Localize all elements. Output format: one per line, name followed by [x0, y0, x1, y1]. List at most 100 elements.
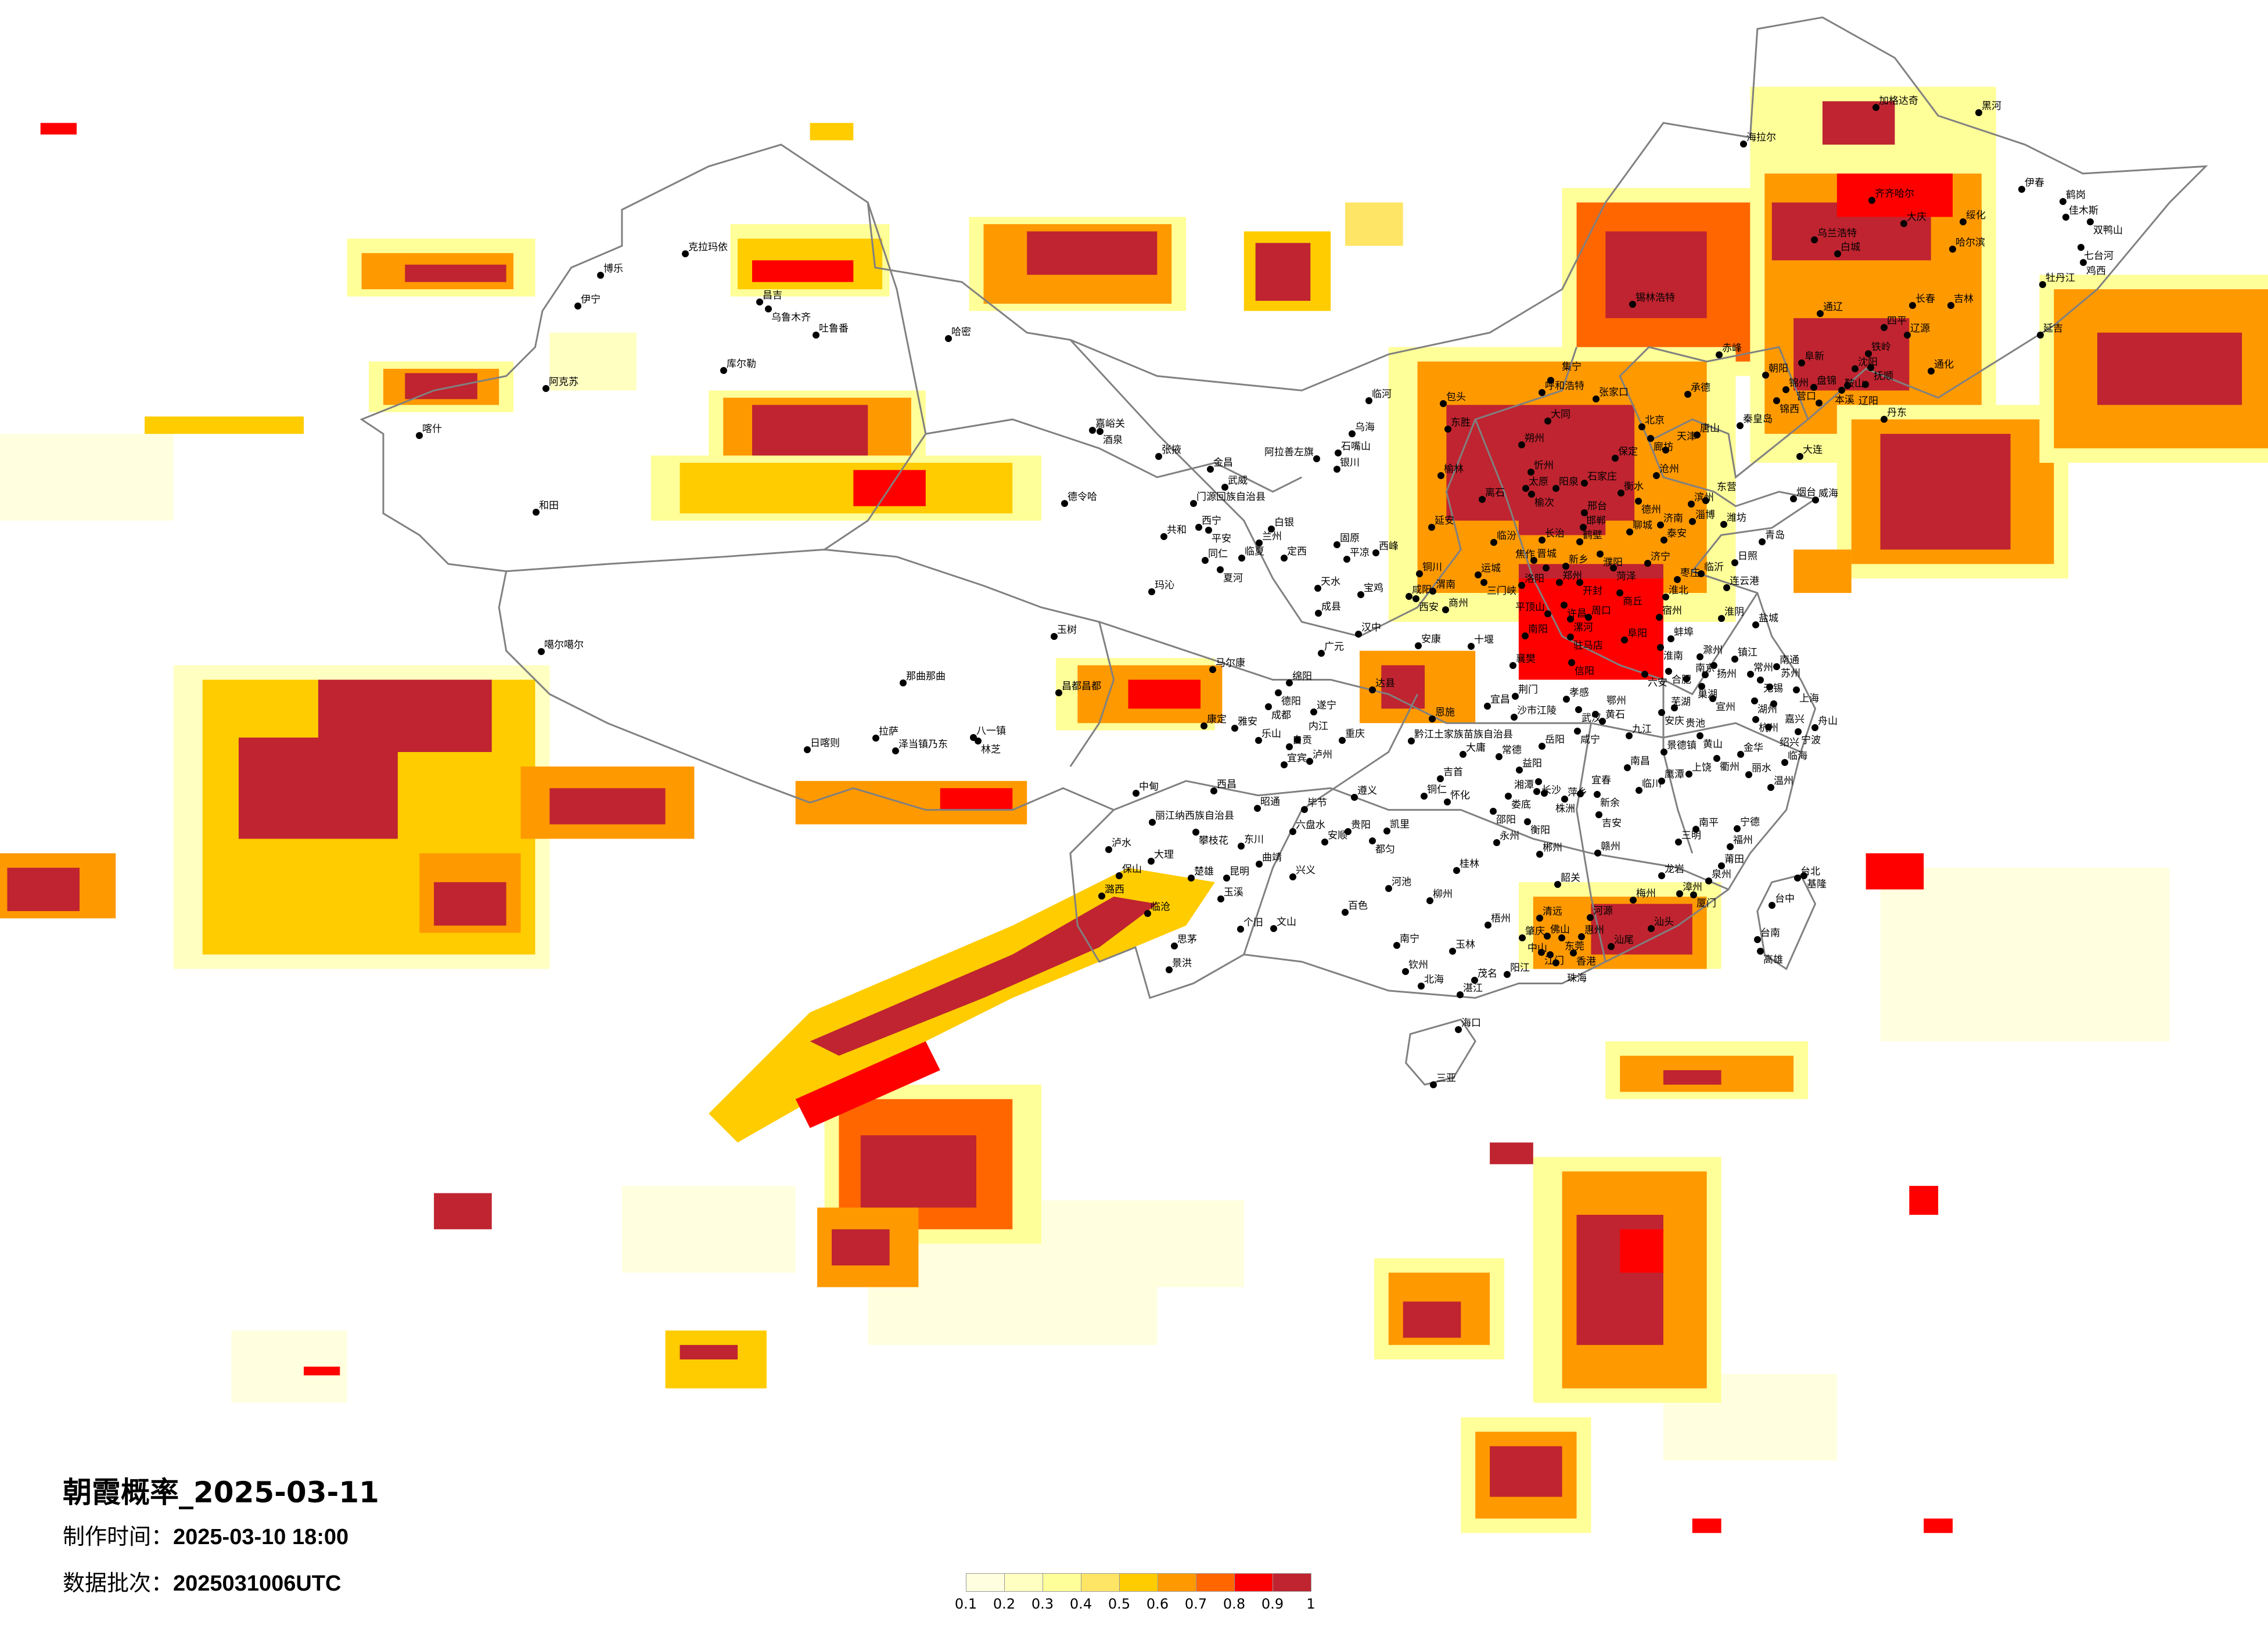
city-marker: 海口: [1455, 1017, 1481, 1033]
city-label: 赣州: [1601, 841, 1620, 852]
city-label: 加格达奇: [1879, 95, 1918, 107]
city-marker: 石嘴山: [1335, 441, 1371, 456]
city-label: 淮阴: [1724, 606, 1744, 618]
city-marker: 朔州: [1518, 433, 1544, 448]
city-dot: [1144, 910, 1151, 917]
city-dot: [1577, 790, 1584, 797]
city-marker: 宣州: [1709, 695, 1735, 713]
city-label: 本溪: [1835, 394, 1854, 406]
city-dot: [1698, 683, 1705, 690]
city-label: 拉萨: [879, 726, 898, 738]
city-label: 济宁: [1651, 551, 1670, 563]
city-dot: [1610, 564, 1617, 571]
city-dot: [1286, 743, 1293, 750]
city-label: 泽当镇乃东: [898, 739, 948, 750]
city-dot: [1313, 455, 1320, 462]
city-label: 昌都昌都: [1062, 681, 1101, 692]
city-marker: 南宁: [1393, 933, 1419, 949]
city-label: 台中: [1775, 893, 1795, 905]
probability-cell: [621, 1186, 796, 1273]
probability-cell: [1605, 231, 1707, 318]
city-marker: 阜阳: [1621, 628, 1647, 643]
city-label: 日照: [1738, 551, 1757, 562]
city-label: 金昌: [1213, 457, 1233, 469]
city-dot: [1621, 636, 1628, 643]
city-marker: 嘉峪关: [1089, 418, 1125, 434]
city-dot: [1796, 453, 1803, 460]
city-label: 怀化: [1450, 790, 1470, 801]
city-label: 衡水: [1624, 481, 1644, 492]
legend-label: 1: [1306, 1596, 1315, 1612]
city-marker: 东胜: [1444, 417, 1471, 433]
city-marker: 延安: [1428, 515, 1454, 531]
city-dot: [1900, 220, 1907, 227]
city-label: 镇江: [1738, 647, 1757, 659]
city-marker: 集宁: [1547, 361, 1582, 384]
city-label: 乌海: [1355, 422, 1375, 433]
city-marker: 朝阳: [1762, 363, 1788, 379]
city-label: 共和: [1167, 524, 1187, 536]
city-label: 清远: [1543, 906, 1562, 918]
city-marker: 阿拉善左旗: [1264, 447, 1320, 462]
city-label: 锡林浩特: [1636, 292, 1675, 304]
city-dot: [1149, 819, 1156, 826]
city-marker: 毕节: [1301, 797, 1327, 813]
city-dot: [1575, 706, 1582, 713]
city-label: 阿拉善左旗: [1264, 447, 1314, 458]
city-label: 楚雄: [1194, 866, 1214, 877]
city-dot: [1862, 381, 1869, 388]
city-label: 濮阳: [1603, 557, 1623, 569]
city-label: 玉溪: [1224, 887, 1243, 898]
city-dot: [1688, 501, 1695, 508]
city-dot: [1223, 875, 1230, 882]
city-label: 四平: [1887, 315, 1907, 327]
city-label: 丽水: [1752, 762, 1771, 774]
probability-cell: [303, 1366, 340, 1376]
city-label: 汉中: [1361, 622, 1381, 634]
city-marker: 晋城: [1530, 548, 1557, 564]
city-label: 集宁: [1562, 361, 1582, 373]
city-dot: [1592, 711, 1599, 718]
probability-cell: [1836, 173, 1953, 217]
city-label: 茂名: [1478, 968, 1497, 980]
city-marker: 泉州: [1705, 869, 1731, 884]
city-dot: [1975, 109, 1982, 116]
city-marker: 延吉: [2037, 323, 2063, 339]
city-label: 曲靖: [1262, 852, 1282, 864]
city-marker: 辽阳: [1844, 382, 1878, 407]
city-dot: [1547, 377, 1554, 384]
city-dot: [1334, 466, 1340, 473]
city-dot: [1624, 764, 1631, 771]
city-dot: [804, 746, 811, 753]
city-marker: 聊城: [1626, 520, 1652, 535]
city-label: 银川: [1340, 457, 1360, 469]
city-label: 商丘: [1623, 596, 1642, 607]
city-marker: 和田: [533, 500, 559, 516]
city-dot: [1270, 925, 1277, 932]
city-label: 衡阳: [1530, 825, 1550, 836]
city-marker: 秦皇岛: [1737, 413, 1773, 429]
city-dot: [1418, 983, 1425, 990]
legend-label: 0.6: [1146, 1596, 1169, 1612]
city-dot: [1731, 559, 1738, 566]
city-dot: [1960, 218, 1967, 225]
city-dot: [1773, 663, 1780, 670]
city-dot: [765, 305, 772, 312]
city-marker: 恩施: [1429, 707, 1455, 722]
city-label: 临汾: [1497, 530, 1516, 542]
legend-swatch: [1235, 1574, 1273, 1591]
city-label: 博乐: [603, 263, 623, 275]
city-dot: [1727, 843, 1734, 850]
city-label: 定西: [1287, 546, 1307, 557]
city-label: 临川: [1642, 778, 1662, 790]
probability-cell: [1880, 434, 2011, 550]
city-marker: 伊春: [2018, 177, 2044, 193]
city-label: 牡丹江: [2046, 272, 2075, 284]
city-marker: 常德: [1496, 744, 1522, 760]
legend-swatch: [1120, 1574, 1158, 1591]
city-marker: 运城: [1475, 563, 1501, 578]
city-dot: [1528, 491, 1535, 498]
city-label: 安康: [1421, 634, 1441, 645]
city-marker: 玉林: [1449, 939, 1475, 955]
city-label: 阳江: [1510, 962, 1530, 974]
